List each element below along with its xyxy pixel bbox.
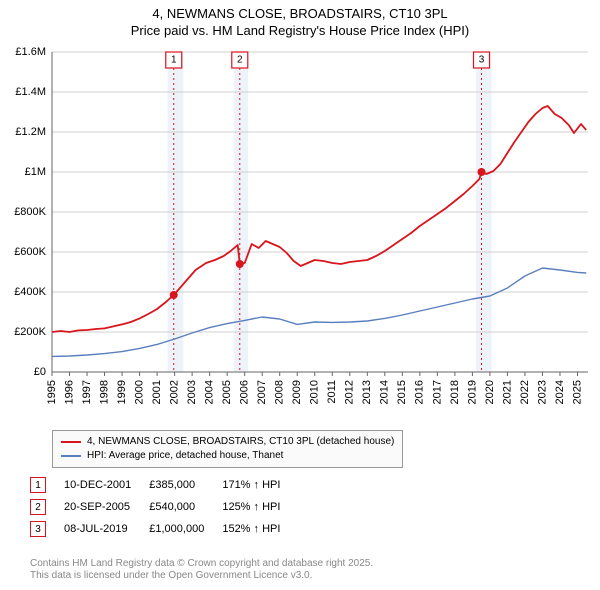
event-delta: 171% ↑ HPI (222, 474, 298, 496)
line-chart-svg: £0 £200K £400K £600K £800K £1M £1.2M £1.4M £1.6M… (8, 46, 592, 426)
svg-text:2025: 2025 (571, 380, 583, 404)
attribution-footer: Contains HM Land Registry data © Crown c… (30, 558, 373, 582)
event-marker-3: 3 (30, 521, 46, 537)
svg-text:£0: £0 (34, 366, 46, 378)
svg-text:2013: 2013 (361, 380, 373, 404)
svg-text:2016: 2016 (414, 380, 426, 404)
svg-text:2003: 2003 (186, 380, 198, 404)
legend-label-property: 4, NEWMANS CLOSE, BROADSTAIRS, CT10 3PL … (87, 435, 394, 449)
title-subtitle: Price paid vs. HM Land Registry's House … (0, 23, 600, 38)
event-date: 10-DEC-2001 (64, 474, 149, 496)
chart-title-block: 4, NEWMANS CLOSE, BROADSTAIRS, CT10 3PL … (0, 0, 600, 38)
legend-swatch-property (61, 441, 81, 443)
legend-item-hpi: HPI: Average price, detached house, Than… (61, 449, 394, 463)
event-price: £385,000 (149, 474, 222, 496)
svg-text:1999: 1999 (116, 380, 128, 404)
event-date: 20-SEP-2005 (64, 496, 149, 518)
svg-text:1996: 1996 (63, 380, 75, 404)
svg-text:£1.2M: £1.2M (15, 126, 46, 138)
title-address: 4, NEWMANS CLOSE, BROADSTAIRS, CT10 3PL (0, 6, 600, 21)
svg-text:£800K: £800K (14, 206, 46, 218)
svg-text:£1.6M: £1.6M (15, 46, 46, 58)
svg-text:2: 2 (237, 55, 243, 66)
svg-text:2011: 2011 (326, 380, 338, 404)
svg-text:2006: 2006 (239, 380, 251, 404)
svg-text:1998: 1998 (98, 380, 110, 404)
sale-events-table: 1 10-DEC-2001 £385,000 171% ↑ HPI 2 20-S… (30, 474, 298, 540)
svg-text:2015: 2015 (396, 380, 408, 404)
footer-line1: Contains HM Land Registry data © Crown c… (30, 558, 373, 570)
table-row: 2 20-SEP-2005 £540,000 125% ↑ HPI (30, 496, 298, 518)
svg-text:£600K: £600K (14, 246, 46, 258)
event-date: 08-JUL-2019 (64, 518, 149, 540)
svg-text:2002: 2002 (169, 380, 181, 404)
svg-text:2000: 2000 (133, 380, 145, 404)
svg-text:2022: 2022 (519, 380, 531, 404)
svg-text:2012: 2012 (344, 380, 356, 404)
svg-text:2023: 2023 (536, 380, 548, 404)
svg-text:2008: 2008 (274, 380, 286, 404)
svg-text:2020: 2020 (484, 380, 496, 404)
legend-swatch-hpi (61, 455, 81, 457)
svg-text:£200K: £200K (14, 326, 46, 338)
svg-text:2021: 2021 (501, 380, 513, 404)
svg-text:2001: 2001 (151, 380, 163, 404)
svg-text:2007: 2007 (256, 380, 268, 404)
event-marker-2: 2 (30, 499, 46, 515)
svg-text:2018: 2018 (449, 380, 461, 404)
svg-text:3: 3 (479, 55, 485, 66)
svg-text:£1.4M: £1.4M (15, 86, 46, 98)
svg-text:£400K: £400K (14, 286, 46, 298)
event-delta: 152% ↑ HPI (222, 518, 298, 540)
svg-text:2014: 2014 (379, 380, 391, 404)
svg-text:2019: 2019 (466, 380, 478, 404)
event-marker-1: 1 (30, 477, 46, 493)
svg-text:2005: 2005 (221, 380, 233, 404)
svg-text:2004: 2004 (204, 380, 216, 404)
event-price: £1,000,000 (149, 518, 222, 540)
svg-text:1997: 1997 (81, 380, 93, 404)
legend-label-hpi: HPI: Average price, detached house, Than… (87, 449, 283, 463)
svg-text:1: 1 (171, 55, 177, 66)
table-row: 3 08-JUL-2019 £1,000,000 152% ↑ HPI (30, 518, 298, 540)
svg-text:2024: 2024 (554, 380, 566, 404)
svg-text:2009: 2009 (291, 380, 303, 404)
svg-text:2017: 2017 (431, 380, 443, 404)
svg-text:£1M: £1M (25, 166, 46, 178)
event-delta: 125% ↑ HPI (222, 496, 298, 518)
legend-box: 4, NEWMANS CLOSE, BROADSTAIRS, CT10 3PL … (52, 430, 403, 468)
svg-text:1995: 1995 (46, 380, 58, 404)
legend-item-property: 4, NEWMANS CLOSE, BROADSTAIRS, CT10 3PL … (61, 435, 394, 449)
svg-text:2010: 2010 (309, 380, 321, 404)
footer-line2: This data is licensed under the Open Gov… (30, 570, 373, 582)
event-price: £540,000 (149, 496, 222, 518)
chart-area: £0 £200K £400K £600K £800K £1M £1.2M £1.4M £1.6M… (8, 46, 592, 426)
table-row: 1 10-DEC-2001 £385,000 171% ↑ HPI (30, 474, 298, 496)
